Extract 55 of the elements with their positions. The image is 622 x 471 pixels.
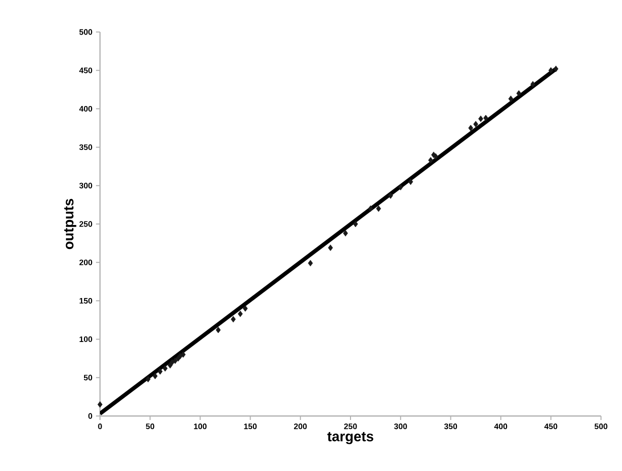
x-tick-label: 200 — [294, 424, 307, 430]
point — [238, 310, 243, 318]
x-tick-label: 250 — [344, 424, 357, 430]
x-tick-label: 500 — [594, 424, 608, 430]
point — [158, 368, 163, 375]
point — [146, 376, 151, 382]
point — [530, 81, 536, 88]
y-tick-label: 350 — [79, 144, 92, 150]
y-tick-label: 100 — [80, 336, 92, 342]
point — [368, 205, 373, 212]
x-axis-title: targets — [327, 432, 374, 444]
point — [398, 184, 404, 190]
point — [508, 96, 514, 102]
y-tick-label: 0 — [88, 413, 92, 419]
point — [353, 220, 358, 228]
point — [483, 114, 488, 122]
point — [388, 192, 394, 199]
y-tick-label: 150 — [80, 298, 92, 304]
x-tick-label: 150 — [244, 424, 257, 430]
point — [216, 326, 221, 334]
point — [98, 401, 102, 408]
point — [478, 116, 484, 122]
point — [328, 244, 333, 251]
x-tick-label: 100 — [194, 424, 207, 430]
x-tick-label: 450 — [544, 424, 558, 430]
point — [230, 316, 236, 322]
point — [548, 67, 554, 74]
point — [168, 362, 173, 368]
point — [308, 260, 313, 266]
point — [242, 305, 248, 312]
point — [468, 124, 474, 132]
point — [473, 120, 478, 128]
x-tick-label: 400 — [494, 424, 508, 430]
y-tick-label: 300 — [79, 182, 92, 188]
point — [516, 90, 522, 97]
point — [376, 205, 382, 212]
y-tick-label: 200 — [79, 260, 92, 266]
y-tick-label: 250 — [79, 221, 92, 227]
x-tick-label: 300 — [394, 424, 407, 430]
point — [162, 365, 168, 372]
point — [428, 157, 434, 164]
point — [180, 351, 186, 358]
x-tick-label: 350 — [444, 424, 458, 430]
point — [152, 372, 158, 380]
y-tick-label: 400 — [79, 106, 92, 112]
point — [172, 357, 178, 364]
x-tick-label: 50 — [146, 424, 154, 430]
y-axis-title: outputs — [64, 198, 76, 250]
y-tick-label: 50 — [84, 374, 92, 380]
point — [408, 178, 414, 185]
y-tick-label: 450 — [79, 68, 92, 74]
y-tick-label: 500 — [79, 29, 92, 35]
point — [553, 66, 558, 72]
x-tick-label: 0 — [98, 424, 102, 430]
point — [343, 230, 348, 236]
